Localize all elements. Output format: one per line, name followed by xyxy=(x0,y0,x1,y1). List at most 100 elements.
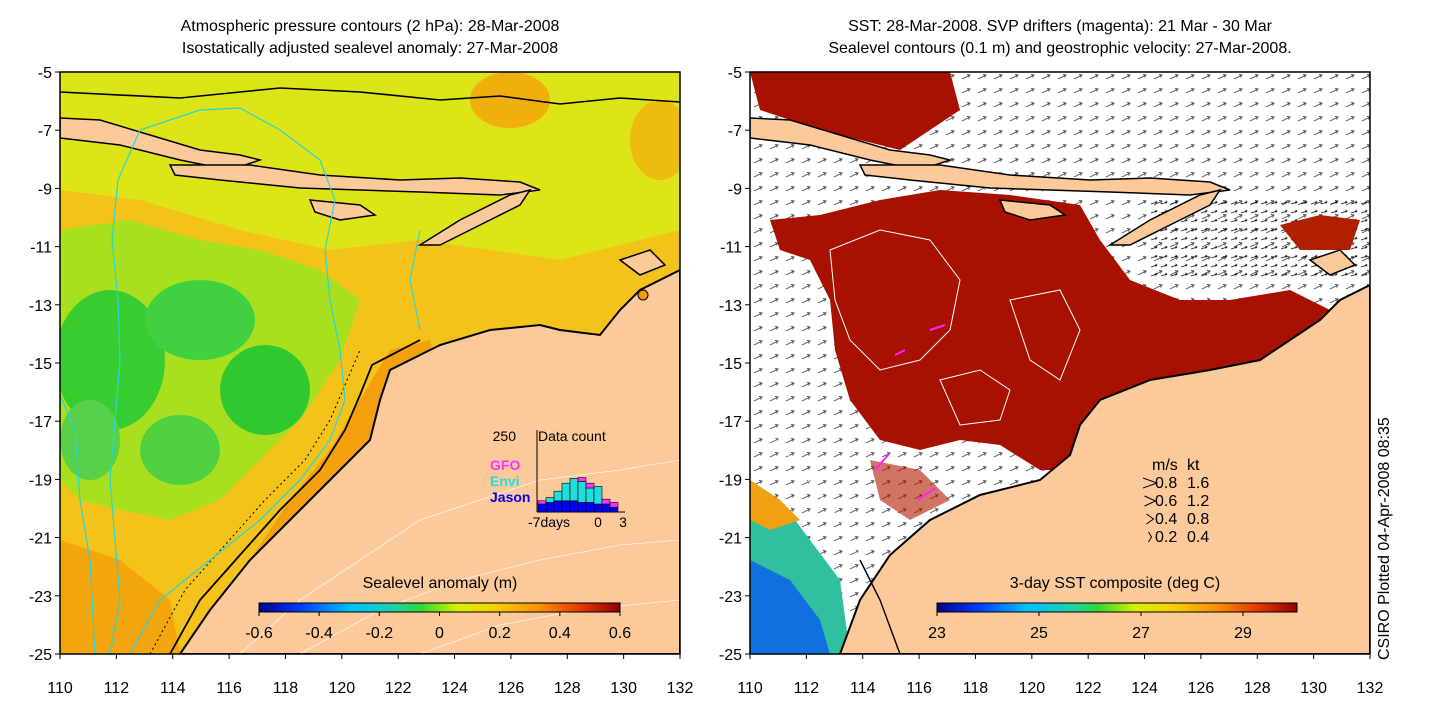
left-lon-tick-label: 130 xyxy=(610,680,637,697)
data-count-bar-envi xyxy=(593,486,603,505)
sla-colorbar-tick-label: 0.6 xyxy=(609,625,631,642)
sst-colorbar-tick-label: 29 xyxy=(1234,625,1252,642)
right-lat-tick-label: -7 xyxy=(728,123,742,140)
data-count-xlabel-left: -7days xyxy=(528,514,570,530)
velocity-legend: m/s kt 0.8 1.60.6 1.20.4 0.80.2 0.4 xyxy=(1142,457,1209,546)
right-lat-tick-label: -21 xyxy=(719,531,742,548)
australia-land-right xyxy=(838,283,1370,654)
velocity-legend-ms: 0.4 xyxy=(1155,511,1177,528)
right-title-line1: SST: 28-Mar-2008. SVP drifters (magenta)… xyxy=(848,18,1272,35)
left-lat-tick-label: -13 xyxy=(29,298,52,315)
velocity-legend-arrow xyxy=(1144,495,1157,507)
velocity-legend-kt: 1.6 xyxy=(1187,475,1209,492)
sla-colorbar-tick-label: 0 xyxy=(435,625,444,642)
right-lat-tick-label: -15 xyxy=(719,356,742,373)
right-lon-tick-label: 132 xyxy=(1357,680,1384,697)
right-lat-tick-label: -25 xyxy=(719,647,742,664)
legend-envi: Envi xyxy=(490,473,520,489)
left-lon-tick-label: 124 xyxy=(441,680,468,697)
right-lat-tick-label: -19 xyxy=(719,472,742,489)
right-lat-tick-label: -11 xyxy=(720,240,742,257)
left-lat-tick-label: -17 xyxy=(29,414,52,431)
sla-colorbar-tick-label: -0.4 xyxy=(305,625,333,642)
data-count-bar-envi xyxy=(569,478,579,502)
left-lat-tick-label: -9 xyxy=(38,181,52,198)
data-count-bar-envi xyxy=(577,481,587,503)
left-lat-tick-label: -21 xyxy=(29,531,52,548)
pressure-contour xyxy=(109,107,241,654)
sst-north-warm xyxy=(750,72,960,150)
data-count-bar-gfo xyxy=(537,500,547,505)
velocity-legend-kt-header: kt xyxy=(1187,457,1200,474)
right-lon-tick-label: 122 xyxy=(1075,680,1102,697)
data-count-bar-jason xyxy=(537,503,547,513)
velocity-legend-ms: 0.8 xyxy=(1155,475,1177,492)
left-lat-tick-label: -11 xyxy=(30,240,52,257)
velocity-legend-arrow xyxy=(1142,477,1159,489)
sla-colorbar-label: Sealevel anomaly (m) xyxy=(363,575,518,592)
data-count-bar-gfo xyxy=(601,498,611,505)
left-lat-tick-label: -19 xyxy=(29,472,52,489)
sla-colorbar-tick-label: -0.6 xyxy=(245,625,273,642)
sst-colorbar-label: 3-day SST composite (deg C) xyxy=(1010,575,1220,592)
right-lon-tick-label: 118 xyxy=(963,680,989,697)
data-count-bar-jason xyxy=(561,500,571,513)
sla-colorbar-tick-label: 0.4 xyxy=(549,625,571,642)
legend-jason: Jason xyxy=(490,489,530,505)
left-lon-tick-label: 112 xyxy=(104,680,130,697)
sla-green-region xyxy=(60,220,360,520)
right-map: m/s kt 0.8 1.60.6 1.20.4 0.80.2 0.4 3-day SS… xyxy=(749,71,1371,655)
left-lon-tick-label: 132 xyxy=(667,680,694,697)
left-lon-tick-label: 110 xyxy=(47,680,73,697)
right-lon-tick-label: 110 xyxy=(737,680,763,697)
right-lat-tick-label: -13 xyxy=(719,298,742,315)
velocity-legend-ms: 0.6 xyxy=(1155,493,1177,510)
velocity-legend-kt: 0.8 xyxy=(1187,511,1209,528)
data-count-max: 250 xyxy=(493,428,517,444)
right-lon-tick-label: 124 xyxy=(1131,680,1158,697)
left-lon-tick-label: 128 xyxy=(554,680,581,697)
sla-colorbar-tick-label: 0.2 xyxy=(489,625,511,642)
left-lon-tick-label: 126 xyxy=(498,680,525,697)
data-count-bar-jason xyxy=(593,503,603,513)
sst-colorbar-ramp xyxy=(936,602,1298,613)
sst-colorbar-tick-label: 25 xyxy=(1030,625,1048,642)
left-lon-tick-label: 122 xyxy=(385,680,412,697)
velocity-legend-ms-header: m/s xyxy=(1152,457,1178,474)
java-land xyxy=(60,117,263,171)
left-title-line2: Isostatically adjusted sealevel anomaly:… xyxy=(181,40,559,57)
credit-text: CSIRO Plotted 04-Apr-2008 08:35 xyxy=(1376,417,1393,660)
axis-ticks: -5 -7 -9 -11 -13 -15 -17 -19 -21 -23 -25 110 112 114 1… xyxy=(29,65,1384,697)
data-count-bar-jason xyxy=(585,502,595,513)
sla-colorbar: Sealevel anomaly (m) -0.6 -0.4 -0.2 0 0.2 0.4… xyxy=(245,575,631,642)
data-count-inset: 250 Data count GFO Envi Jason -7days 0 3 xyxy=(490,428,627,530)
left-lon-tick-label: 116 xyxy=(216,680,242,697)
right-lat-tick-label: -23 xyxy=(719,589,742,606)
right-lat-tick-label: -17 xyxy=(719,414,742,431)
legend-gfo: GFO xyxy=(490,457,520,473)
left-lat-tick-label: -25 xyxy=(29,647,52,664)
sst-colorbar-tick-label: 23 xyxy=(928,625,946,642)
left-title-line1: Atmospheric pressure contours (2 hPa): 2… xyxy=(180,18,560,35)
data-count-bar-jason xyxy=(545,502,555,513)
left-lat-tick-label: -5 xyxy=(38,65,52,82)
velocity-legend-arrow xyxy=(1148,531,1153,543)
right-lon-tick-label: 116 xyxy=(906,680,932,697)
right-lon-tick-label: 128 xyxy=(1244,680,1271,697)
velocity-legend-ms: 0.2 xyxy=(1155,529,1177,546)
right-lon-tick-label: 112 xyxy=(794,680,820,697)
velocity-legend-kt: 0.4 xyxy=(1187,529,1209,546)
timor-land xyxy=(417,188,532,246)
australia-land xyxy=(178,268,680,654)
sla-colorbar-tick-label: -0.2 xyxy=(366,625,394,642)
sst-colorbar-tick-label: 27 xyxy=(1132,625,1150,642)
left-panel-title: Atmospheric pressure contours (2 hPa): 2… xyxy=(60,16,680,60)
data-count-xlabel-right: 3 xyxy=(619,514,627,530)
right-title-line2: Sealevel contours (0.1 m) and geostrophi… xyxy=(828,40,1292,57)
data-count-bar-envi xyxy=(561,482,571,502)
data-count-title: Data count xyxy=(538,428,606,444)
right-lat-tick-label: -5 xyxy=(728,65,742,82)
velocity-legend-arrow xyxy=(1146,513,1155,525)
data-count-bar-gfo xyxy=(585,482,595,489)
